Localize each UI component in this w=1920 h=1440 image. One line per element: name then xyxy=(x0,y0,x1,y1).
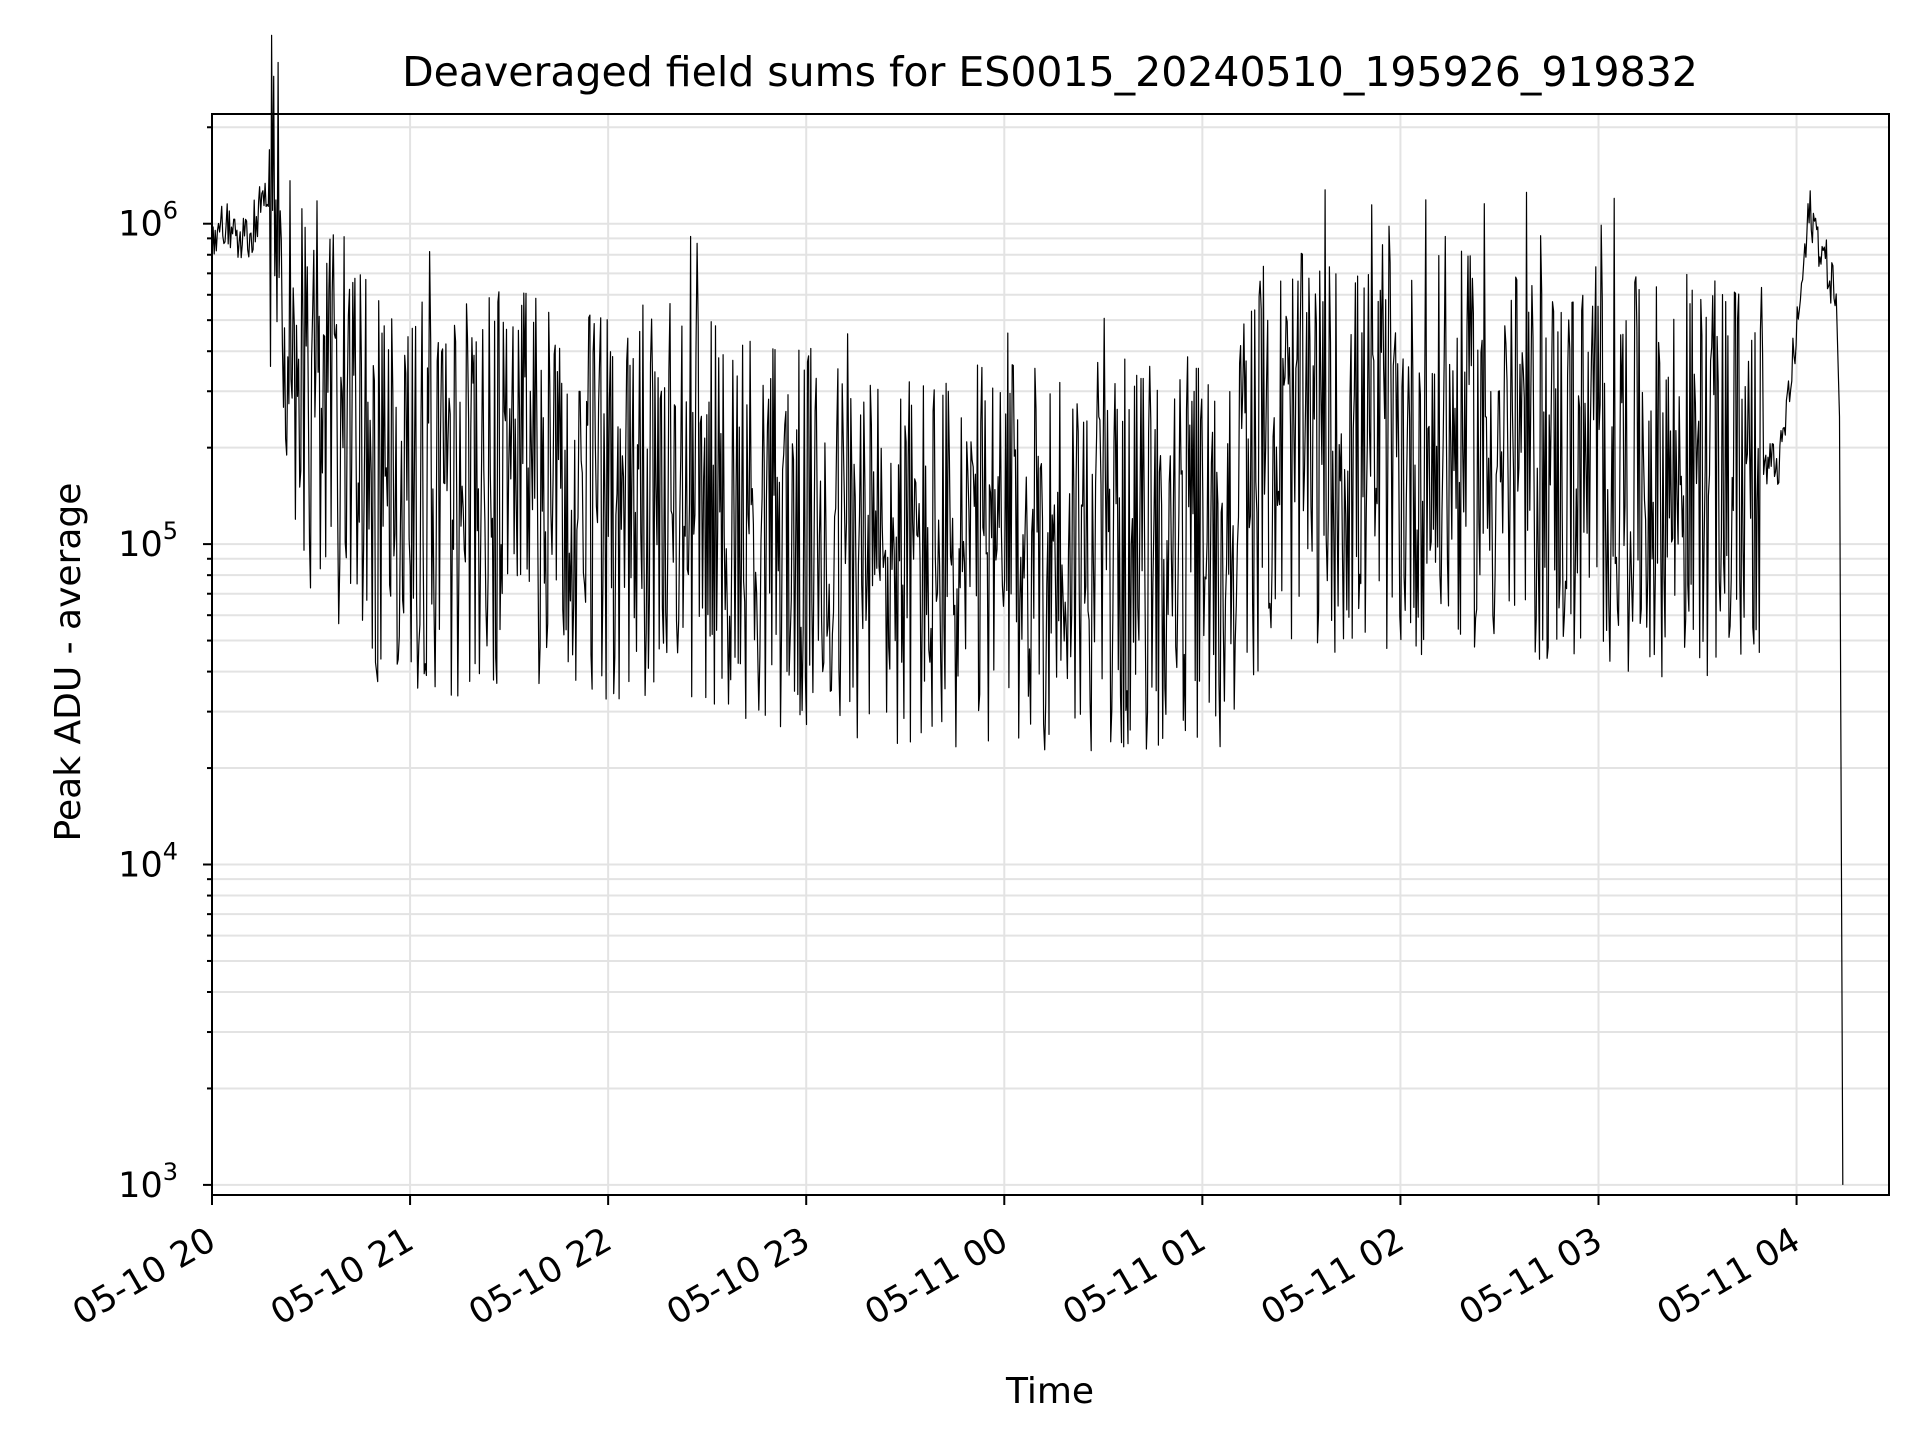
chart-title: Deaveraged field sums for ES0015_2024051… xyxy=(402,48,1698,96)
y-tick-label: 103 xyxy=(118,1158,178,1206)
plot-frame xyxy=(211,113,1890,1196)
x-axis-label: Time xyxy=(1005,1371,1094,1412)
y-tick-label: 106 xyxy=(118,197,178,245)
y-axis-label: Peak ADU - average xyxy=(48,483,89,842)
y-axis: 103 104 105 106 xyxy=(118,126,212,1206)
series-line xyxy=(211,34,1844,1185)
series-layer xyxy=(211,34,1844,1185)
y-tick-label: 105 xyxy=(118,517,178,565)
y-tick-label: 104 xyxy=(118,838,178,886)
